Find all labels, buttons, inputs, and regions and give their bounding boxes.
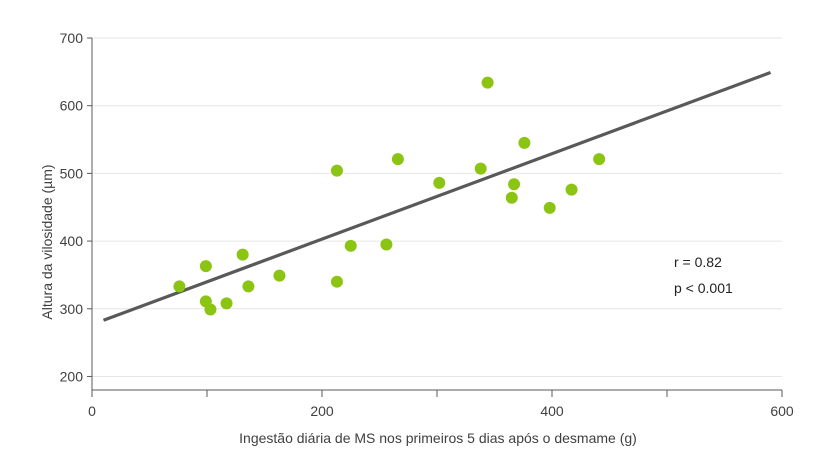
y-tick-label: 600 [60, 98, 84, 114]
data-point [199, 260, 212, 273]
regression-line [102, 71, 772, 322]
annotation-p: p < 0.001 [674, 280, 733, 296]
data-point [543, 201, 556, 214]
data-point [330, 164, 343, 177]
data-point [593, 153, 606, 166]
y-tick-label: 400 [60, 233, 84, 249]
y-tick-label: 700 [60, 30, 84, 46]
annotation-r: r = 0.82 [674, 254, 722, 270]
x-tick-label: 600 [770, 403, 794, 419]
y-axis-title: Altura da vilosidade (µm) [39, 164, 55, 319]
data-point [236, 248, 249, 261]
data-point [344, 239, 357, 252]
y-tick-label: 200 [60, 368, 84, 384]
data-point [391, 153, 404, 166]
data-point [474, 162, 487, 175]
x-tick-label: 400 [540, 403, 564, 419]
data-point [481, 76, 494, 89]
tick-labels: 200 300 400 500 600 700 0 200 400 600 [60, 30, 794, 419]
data-point [242, 280, 255, 293]
data-point [330, 275, 343, 288]
data-point [173, 280, 186, 293]
data-point [220, 297, 233, 310]
data-point [518, 136, 531, 149]
data-point [505, 191, 518, 204]
trendline-group [102, 71, 772, 322]
data-point [204, 303, 217, 316]
x-axis-title: Ingestão diária de MS nos primeiros 5 di… [239, 430, 637, 446]
grid-lines [92, 37, 782, 377]
y-tick-label: 300 [60, 301, 84, 317]
x-tick-label: 200 [310, 403, 334, 419]
y-tick-label: 500 [60, 165, 84, 181]
data-points [173, 76, 606, 316]
data-point [565, 183, 578, 196]
data-point [433, 176, 446, 189]
x-tick-label: 0 [88, 403, 96, 419]
data-point [380, 238, 393, 251]
data-point [273, 269, 286, 282]
axes [87, 37, 783, 397]
data-point [508, 178, 521, 191]
